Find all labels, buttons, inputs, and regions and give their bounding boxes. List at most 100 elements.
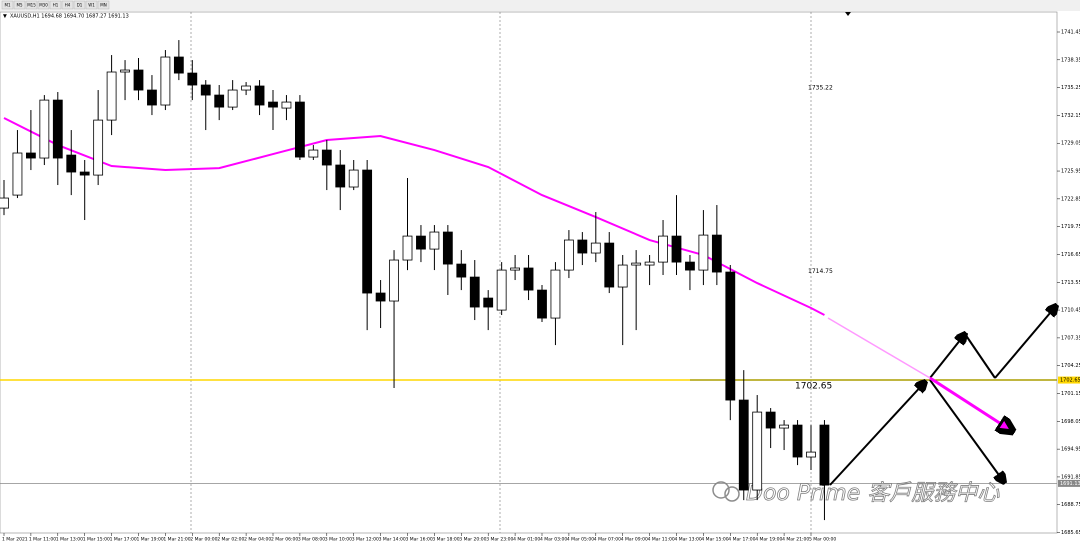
axis-price-label: 1702.65 [1060, 378, 1080, 384]
y-tick-label: 1729.05 [1061, 141, 1080, 147]
candle-body [106, 71, 117, 121]
x-tick-label: 3 Mar 23:00 [486, 537, 513, 543]
candle-body [685, 261, 695, 271]
forecast-arrow [929, 334, 965, 379]
candle-body [133, 69, 144, 91]
candle-body [375, 292, 386, 302]
y-tick-label: 1688.75 [1061, 502, 1080, 508]
toolbar-button[interactable] [73, 0, 86, 10]
x-tick-label: 1 Mar 21:00 [163, 537, 190, 543]
x-tick-label: 1 Mar 2021 [2, 537, 28, 543]
y-tick-label: 1732.15 [1061, 113, 1080, 119]
candle-body [308, 149, 319, 158]
toolbar-button[interactable] [61, 0, 74, 10]
ma-projection [827, 317, 931, 379]
toolbar-label: W1 [88, 3, 95, 8]
x-tick-label: 4 Mar 07:00 [594, 537, 621, 543]
candle-body [550, 269, 561, 319]
toolbar-button[interactable] [37, 0, 50, 10]
x-tick-label: 2 Mar 00:00 [190, 537, 217, 543]
x-tick-label: 3 Mar 16:00 [406, 537, 433, 543]
toolbar-label: M30 [39, 3, 48, 8]
candle-body [416, 235, 426, 250]
x-tick-label: 3 Mar 14:00 [379, 537, 406, 543]
candle-body [617, 264, 628, 288]
x-tick-label: 4 Mar 15:00 [701, 537, 728, 543]
y-tick-label: 1710.45 [1061, 308, 1080, 314]
candle-body [294, 101, 305, 158]
x-tick-label: 1 Mar 17:00 [110, 537, 137, 543]
x-tick-label: 5 Mar 00:00 [809, 537, 836, 543]
candle-body [537, 289, 547, 319]
candle-body [147, 89, 157, 106]
y-tick-label: 1738.35 [1061, 57, 1080, 63]
x-tick-label: 4 Mar 05:00 [567, 537, 594, 543]
candle-body [187, 72, 198, 86]
candle-body [631, 262, 642, 266]
candle-body [523, 267, 534, 291]
toolbar-button[interactable] [25, 0, 38, 10]
candle-body [765, 411, 776, 429]
candle-body [214, 94, 225, 108]
chart-header: XAUUSD,H1 1694.68 1694.70 1687.27 1691.1… [10, 14, 129, 20]
toolbar-label: M5 [17, 3, 23, 8]
y-tick-label: 1685.65 [1061, 530, 1080, 536]
forecast-arrow [994, 306, 1056, 379]
y-tick-label: 1725.95 [1061, 169, 1080, 175]
x-tick-label: 4 Mar 17:00 [728, 537, 755, 543]
axis-price-box [1058, 376, 1080, 384]
toolbar-button[interactable] [85, 0, 98, 10]
watermark: Doo Prime 客戶服務中心 [712, 481, 1001, 506]
candle-body [752, 411, 763, 491]
toolbar-label: H1 [53, 3, 59, 8]
candle-body [120, 69, 130, 73]
candle-body [200, 84, 211, 96]
toolbar-button[interactable] [49, 0, 62, 10]
candle-body [604, 242, 615, 288]
x-tick-label: 4 Mar 01:00 [513, 537, 540, 543]
candle-body [510, 267, 521, 271]
level-label: 1702.65 [795, 382, 832, 392]
candle-body [66, 154, 77, 173]
candle-body [173, 56, 184, 74]
ma-projection [929, 376, 1012, 431]
y-tick-label: 1704.25 [1061, 363, 1080, 369]
toolbar-label: M15 [27, 3, 36, 8]
x-tick-label: 3 Mar 18:00 [432, 537, 459, 543]
x-tick-label: 4 Mar 13:00 [675, 537, 702, 543]
axis-price-box [1058, 479, 1080, 487]
x-tick-label: 3 Mar 20:00 [459, 537, 486, 543]
candle-body [564, 239, 574, 271]
forecast-arrow [964, 333, 996, 379]
candle-body [348, 169, 359, 188]
candle-body [0, 197, 9, 209]
candle-body [442, 231, 453, 265]
y-tick-label: 1694.95 [1061, 447, 1080, 453]
candle-body [79, 171, 90, 176]
toolbar-button[interactable] [1, 0, 14, 10]
y-tick-label: 1691.85 [1061, 474, 1080, 480]
y-tick-label: 1701.15 [1061, 391, 1080, 397]
candle-body [590, 242, 601, 254]
x-tick-label: 3 Mar 10:00 [325, 537, 352, 543]
candle-body [711, 234, 722, 273]
toolbar-button[interactable] [13, 0, 26, 10]
candle-body [429, 231, 440, 250]
candle-body [52, 99, 63, 159]
y-tick-label: 1719.75 [1061, 224, 1080, 230]
watermark-text: Doo Prime 客戶服務中心 [746, 481, 1000, 506]
candle-body [469, 276, 480, 308]
candle-body [819, 424, 830, 486]
toolbar-button[interactable] [97, 0, 110, 10]
candle-body [738, 399, 749, 491]
y-tick-label: 1716.65 [1061, 252, 1080, 258]
candle-body [93, 119, 104, 176]
x-tick-label: 4 Mar 21:00 [782, 537, 809, 543]
candle-body [698, 234, 709, 271]
candle-body [39, 99, 50, 159]
toolbar-label: M1 [5, 3, 11, 8]
candle-body [806, 451, 816, 458]
candle-body [25, 152, 36, 159]
candle-body [644, 261, 655, 266]
